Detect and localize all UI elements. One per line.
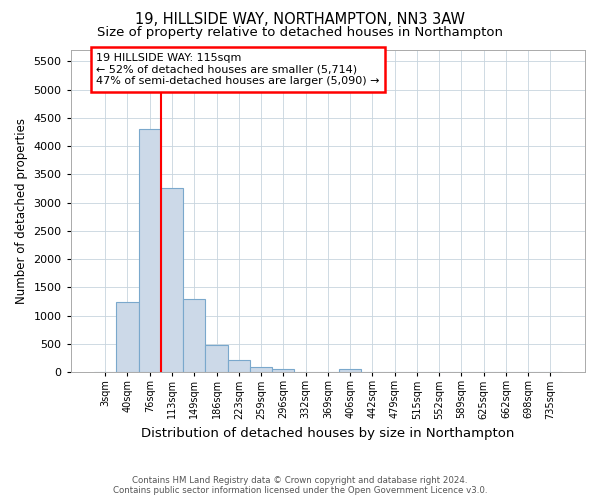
Bar [250,367,272,372]
Bar [272,369,295,372]
Y-axis label: Number of detached properties: Number of detached properties [15,118,28,304]
X-axis label: Distribution of detached houses by size in Northampton: Distribution of detached houses by size … [141,427,515,440]
Bar [139,129,161,372]
Text: 19, HILLSIDE WAY, NORTHAMPTON, NN3 3AW: 19, HILLSIDE WAY, NORTHAMPTON, NN3 3AW [135,12,465,28]
Bar [339,370,361,372]
Bar [116,302,139,372]
Bar [227,360,250,372]
Bar [161,188,183,372]
Text: Size of property relative to detached houses in Northampton: Size of property relative to detached ho… [97,26,503,39]
Text: 19 HILLSIDE WAY: 115sqm
← 52% of detached houses are smaller (5,714)
47% of semi: 19 HILLSIDE WAY: 115sqm ← 52% of detache… [97,53,380,86]
Bar [205,345,227,372]
Bar [183,298,205,372]
Text: Contains HM Land Registry data © Crown copyright and database right 2024.
Contai: Contains HM Land Registry data © Crown c… [113,476,487,495]
